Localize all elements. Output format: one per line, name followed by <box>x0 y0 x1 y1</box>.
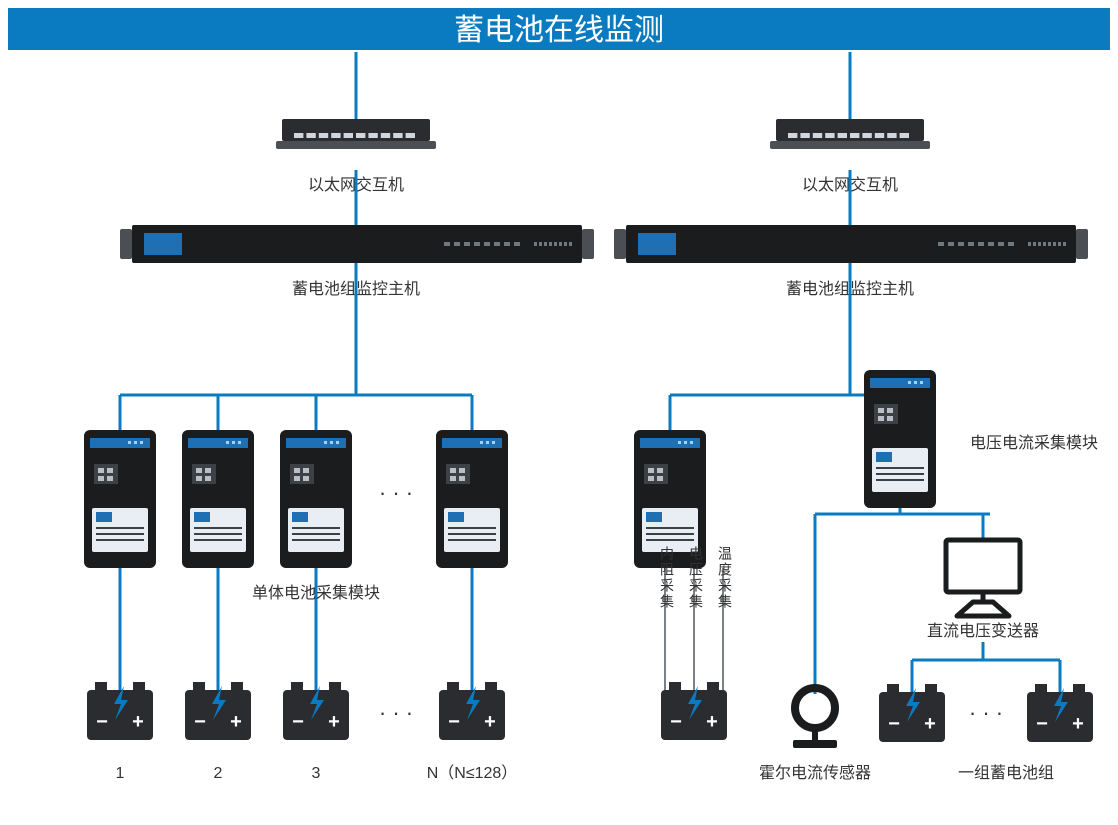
svg-text:· · ·: · · · <box>379 480 413 505</box>
svg-text:−: − <box>888 713 900 735</box>
svg-text:−: − <box>96 711 108 733</box>
label-hall-sensor: 霍尔电流传感器 <box>759 764 871 782</box>
svg-text:−: − <box>292 711 304 733</box>
battery-index-label: 2 <box>214 765 223 782</box>
vertical-label: 内阻采集 <box>659 546 675 610</box>
svg-text:+: + <box>230 711 242 733</box>
vertical-label: 电压采集 <box>688 546 704 610</box>
battery-index-label: 1 <box>116 765 125 782</box>
svg-text:+: + <box>1072 713 1084 735</box>
battery-index-label: N（N≤128） <box>427 764 518 782</box>
svg-text:−: − <box>448 711 460 733</box>
svg-text:+: + <box>328 711 340 733</box>
label-battery-group: 一组蓄电池组 <box>958 764 1054 782</box>
svg-text:+: + <box>706 711 718 733</box>
page-title: 蓄电池在线监测 <box>454 14 664 47</box>
svg-text:+: + <box>924 713 936 735</box>
label-vi-module: 电压电流采集模块 <box>970 434 1098 452</box>
label-dc-transmitter: 直流电压变送器 <box>927 622 1039 640</box>
svg-text:−: − <box>194 711 206 733</box>
svg-text:+: + <box>484 711 496 733</box>
svg-text:−: − <box>1036 713 1048 735</box>
battery-index-label: 3 <box>312 765 321 782</box>
svg-text:· · ·: · · · <box>379 700 413 725</box>
svg-text:−: − <box>670 711 682 733</box>
svg-text:+: + <box>132 711 144 733</box>
svg-text:· · ·: · · · <box>969 700 1003 725</box>
vertical-label: 温度采集 <box>717 546 733 610</box>
label-single-cell-module: 单体电池采集模块 <box>252 584 380 602</box>
diagram-stage: 蓄电池在线监测以太网交互机蓄电池组监控主机· · ·单体电池采集模块−+−+−+… <box>0 0 1118 820</box>
